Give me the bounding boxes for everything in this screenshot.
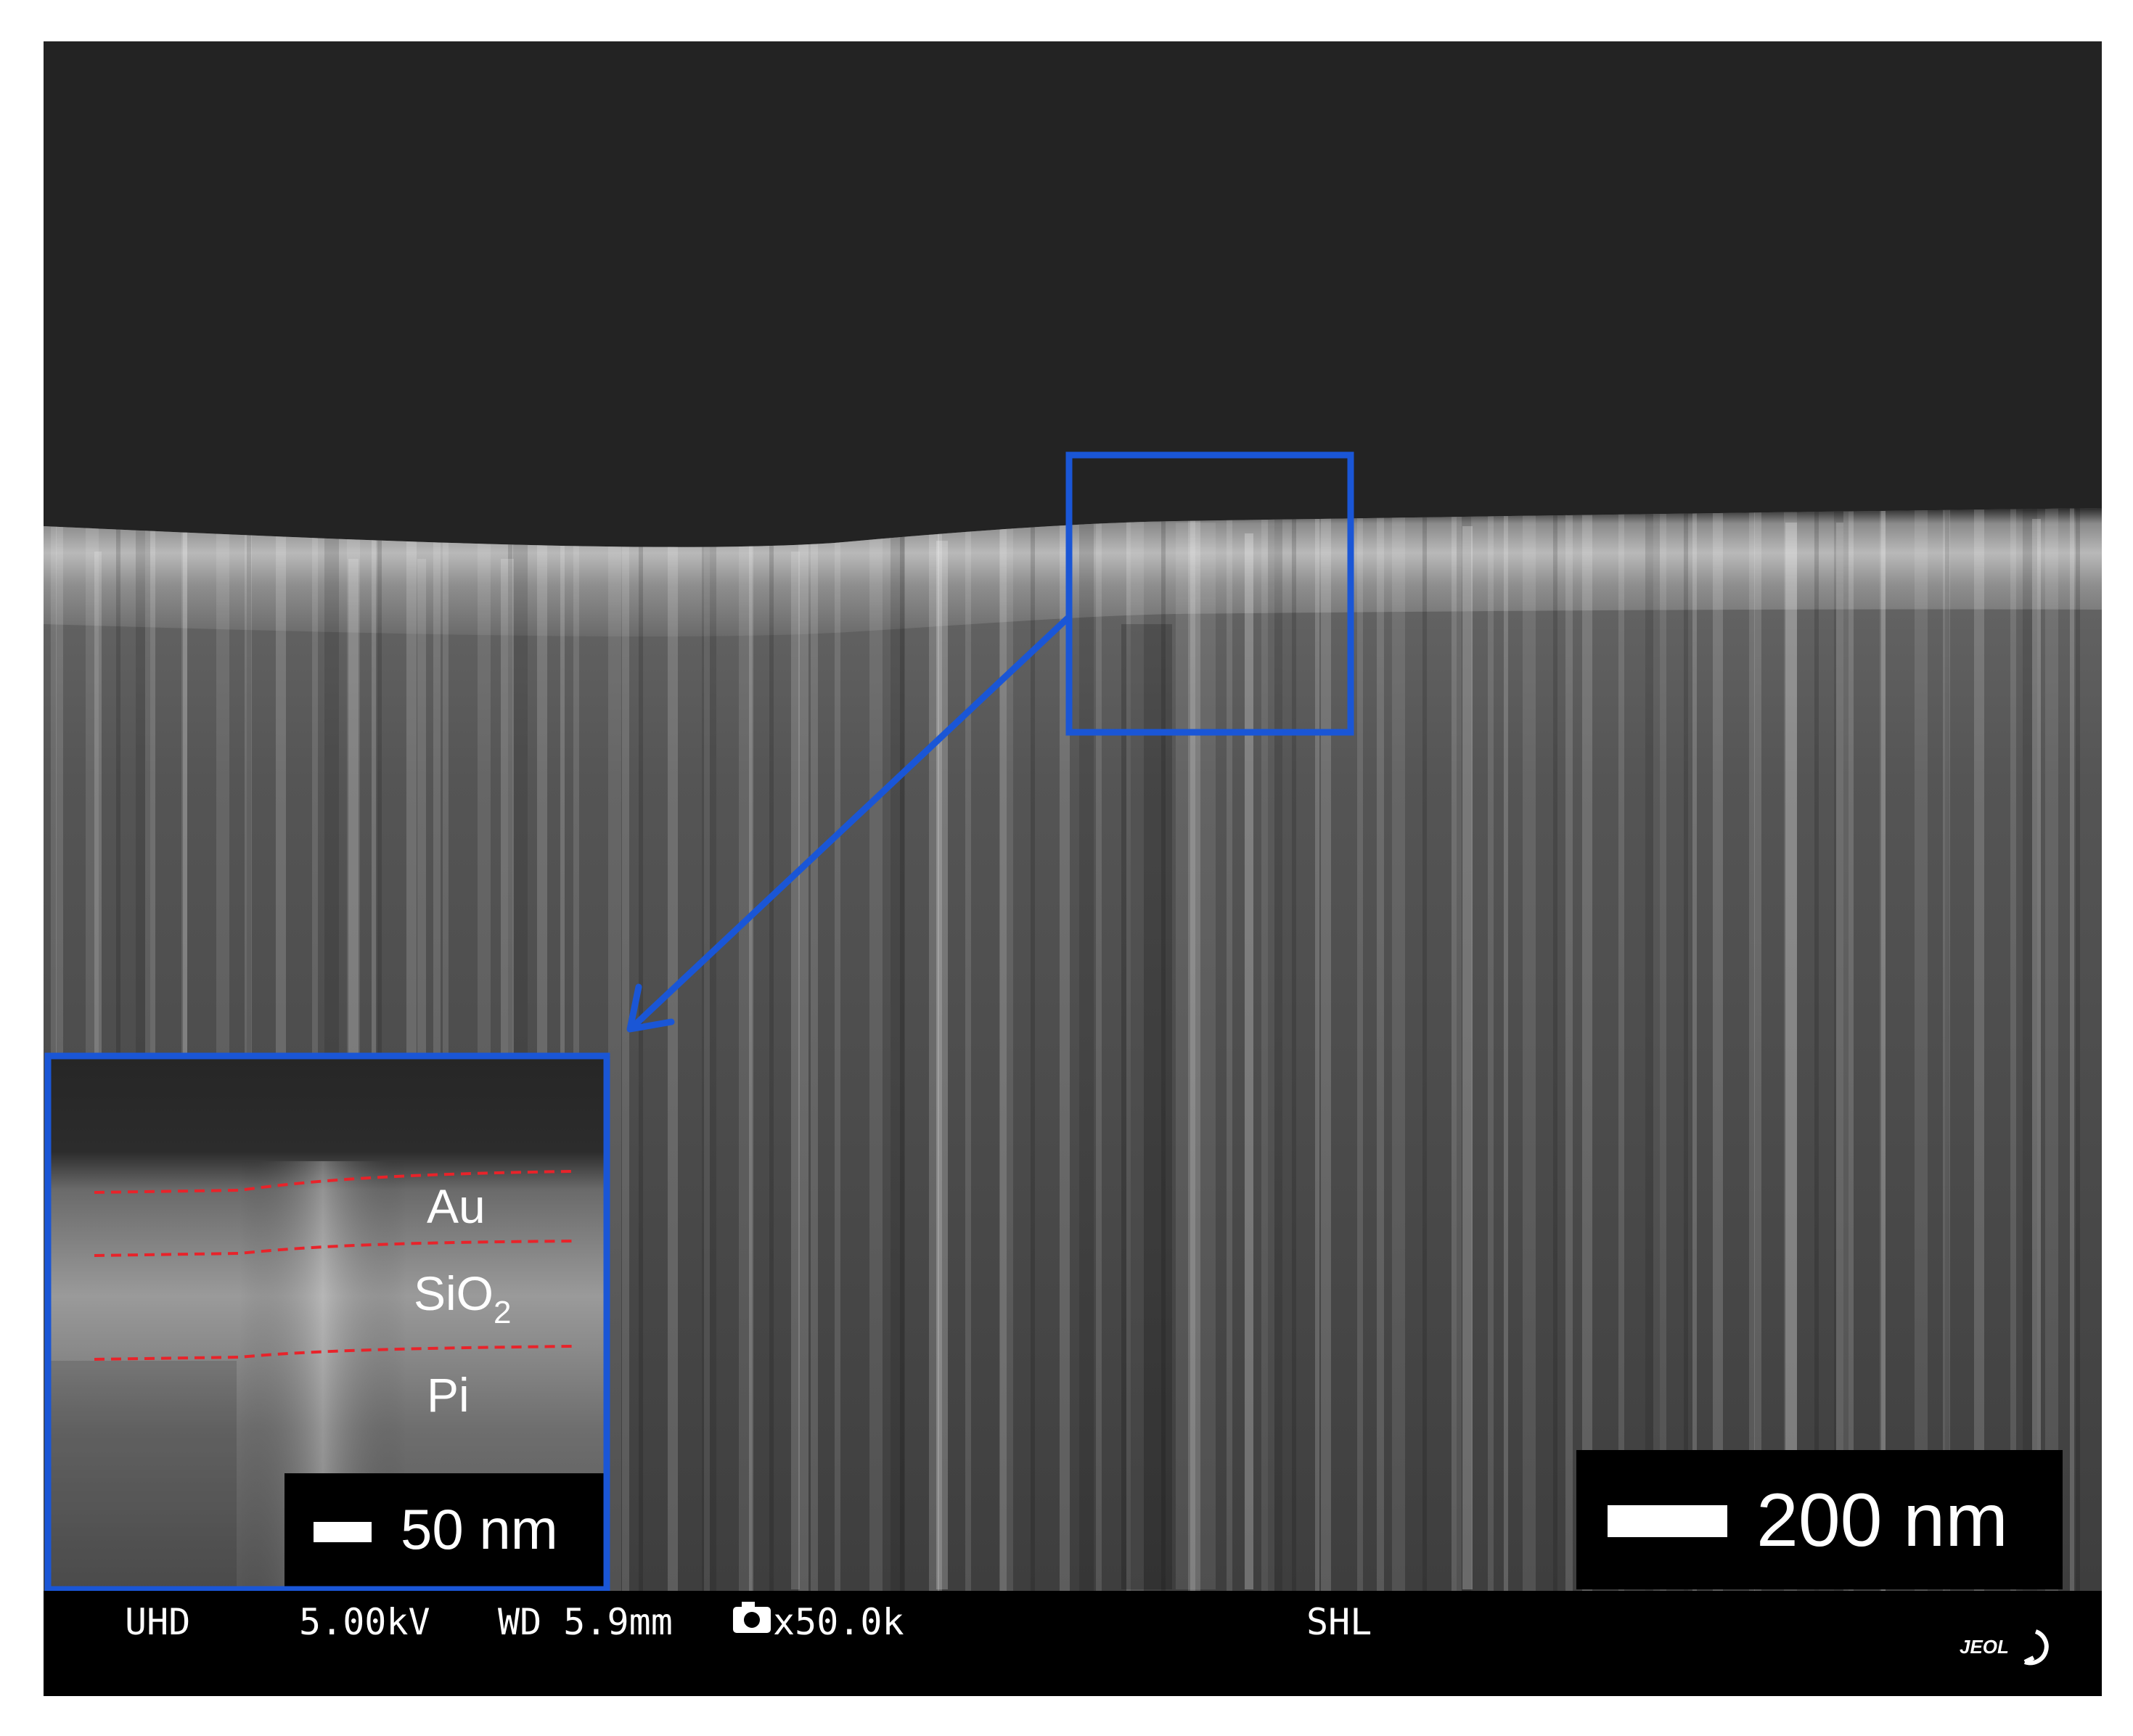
- inset-panel: Au SiO2 Pi 50 nm: [44, 1052, 610, 1593]
- working-distance-readout: WD 5.9mm: [498, 1601, 673, 1643]
- magnification-readout: x50.0k: [773, 1601, 904, 1643]
- detector-readout: SHL: [1306, 1601, 1372, 1643]
- camera-icon: [733, 1602, 771, 1633]
- zoom-arrow: [626, 613, 1073, 1033]
- brand-logo-icon: [2023, 1629, 2049, 1666]
- brand-logo-text: JEOL: [1960, 1636, 2009, 1658]
- inset-frame: [44, 1052, 610, 1593]
- sio2-label: SiO2: [414, 1266, 512, 1330]
- inset-scale-bar: [314, 1522, 372, 1542]
- au-label: Au: [427, 1179, 486, 1233]
- sio2-label-subscript: 2: [494, 1295, 511, 1330]
- pi-label: Pi: [427, 1368, 470, 1422]
- main-scale-bar: [1608, 1505, 1727, 1537]
- sio2-label-base: SiO: [414, 1266, 494, 1320]
- inset-scale-bar-label: 50 nm: [401, 1497, 558, 1561]
- main-scale-bar-label: 200 nm: [1756, 1478, 2008, 1563]
- layer-boundaries: [94, 1170, 574, 1361]
- voltage-readout: 5.00kV: [299, 1601, 430, 1643]
- info-bar: [44, 1591, 2102, 1696]
- mode-readout: UHD: [125, 1601, 190, 1643]
- grain-boundary: [1121, 624, 1172, 1589]
- zoom-region-box: [1065, 451, 1354, 736]
